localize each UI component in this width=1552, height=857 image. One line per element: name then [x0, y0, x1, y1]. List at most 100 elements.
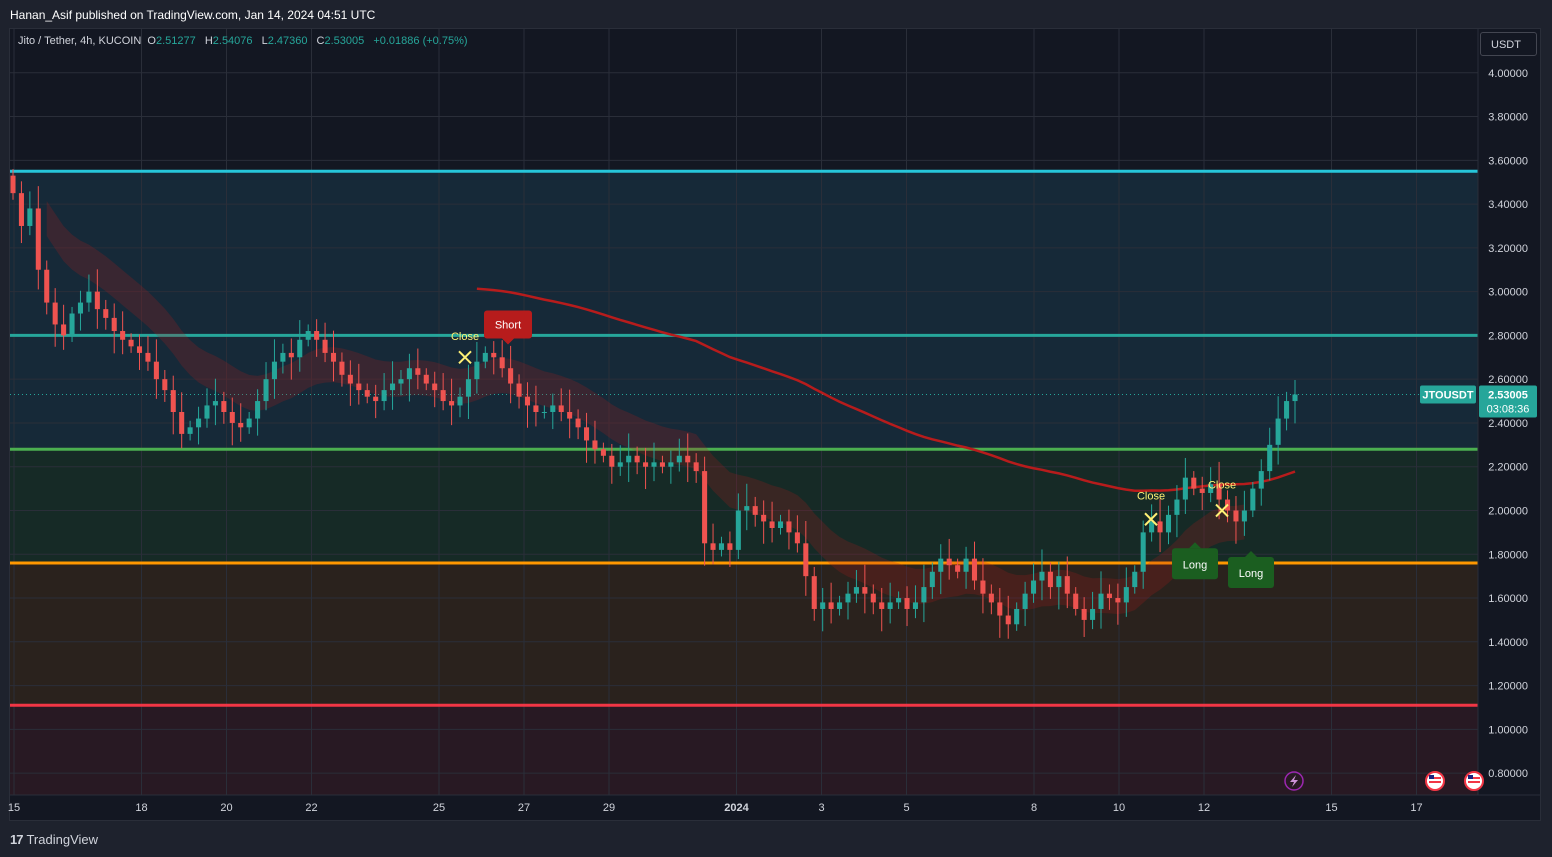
candle-body [558, 405, 564, 412]
long-label-bg [1228, 557, 1274, 589]
candle-body [845, 593, 851, 603]
candle-body [879, 602, 885, 609]
candle-body [516, 383, 522, 397]
candle-body [1250, 488, 1256, 511]
candle-body [1047, 571, 1053, 588]
price-tick-label: 4.00000 [1488, 68, 1528, 80]
long-label-pointer [1189, 542, 1201, 549]
candle-body [1123, 587, 1129, 603]
long-label-bg [1172, 548, 1218, 580]
price-tick-label: 3.40000 [1488, 199, 1528, 211]
short-label-pointer [502, 338, 514, 345]
time-tick-label: 5 [903, 802, 909, 814]
candle-body [170, 390, 176, 412]
candle-body [1292, 394, 1298, 402]
price-tick-label: 1.60000 [1488, 593, 1528, 605]
countdown-text: 03:08:36 [1487, 403, 1530, 415]
candle-body [1115, 598, 1121, 603]
candle-body [1098, 593, 1104, 609]
candle-body [18, 193, 24, 226]
candle-body [1284, 401, 1290, 419]
candle-body [120, 331, 126, 340]
bottom-bar [0, 821, 1552, 857]
brand[interactable]: 17 TradingView [10, 832, 98, 847]
candle-body [465, 379, 471, 397]
price-axis: 4.00000 3.80000 3.60000 3.40000 3.20000 3.000… [1477, 29, 1528, 795]
close-label-text: Close [1208, 480, 1236, 492]
candle-body [238, 422, 244, 428]
close-label-text: Close [1137, 491, 1165, 503]
candle-body [904, 598, 910, 609]
price-tick-label: 2.40000 [1488, 418, 1528, 430]
candle-body [980, 580, 986, 594]
candle-body [406, 368, 412, 380]
candle-body [1039, 571, 1045, 581]
price-tick-label: 1.80000 [1488, 549, 1528, 561]
candle-body [347, 374, 353, 384]
candle-body [853, 587, 859, 594]
candle-body [1064, 576, 1070, 594]
signals: Short Close Close Close Long Long [451, 310, 1274, 589]
candle-body [820, 602, 826, 609]
candle-body [1191, 477, 1197, 489]
flag-stripe [1429, 777, 1441, 779]
time-tick-label: 29 [603, 802, 615, 814]
candle-body [727, 543, 733, 550]
high-value: 2.54076 [212, 35, 253, 47]
price-tick-label: 1.20000 [1488, 681, 1528, 693]
candle-body [600, 449, 606, 456]
candle-body [769, 521, 775, 528]
price-tick-label: 2.80000 [1488, 330, 1528, 342]
candle-body [786, 521, 792, 533]
candle-body [297, 339, 303, 358]
candle-body [288, 352, 294, 358]
candle-body [524, 396, 531, 406]
candle-body [533, 405, 539, 412]
candle-body [1090, 608, 1096, 620]
candle-body [693, 462, 699, 472]
candle-body [626, 455, 632, 463]
candle-body [921, 587, 927, 603]
candle-body [330, 352, 337, 362]
candle-body [912, 602, 918, 609]
candle-body [1275, 418, 1281, 445]
candle-body [1267, 444, 1273, 472]
top-bar: Hanan_Asif published on TradingView.com,… [0, 0, 1552, 28]
candle-body [187, 427, 193, 434]
candle-body [86, 291, 92, 303]
candle-body [752, 506, 758, 515]
time-tick-label: 18 [135, 802, 147, 814]
candle-body [457, 396, 463, 406]
candle-body [971, 558, 978, 581]
time-tick-label: 27 [518, 802, 530, 814]
candle-body [212, 401, 218, 406]
candle-body [617, 462, 623, 467]
close-x-icon [1144, 512, 1158, 526]
candle-body [280, 352, 286, 362]
open-value: 2.51277 [155, 35, 196, 47]
flag-canton [1468, 775, 1473, 779]
price-tick-label: 2.60000 [1488, 374, 1528, 386]
published-info: Hanan_Asif published on TradingView.com,… [10, 8, 376, 22]
candle-body [1132, 571, 1138, 588]
level-bands [10, 171, 1478, 795]
price-tag-group: JTOUSDT 2.53005 03:08:36 [1420, 385, 1537, 418]
open-label: O [147, 35, 156, 47]
candle-body [988, 593, 994, 603]
currency-button[interactable]: USDT [1480, 32, 1537, 56]
candle-body [862, 587, 868, 594]
long-label-pointer [1245, 551, 1257, 558]
candle-body [94, 291, 100, 310]
candle-body [887, 602, 893, 609]
flag-stripe [1429, 781, 1441, 783]
candle-body [398, 379, 404, 384]
time-axis: 15 18 20 22 25 27 29 2024 3 5 8 10 12 15 17 [8, 794, 1540, 814]
price-tick-label: 3.80000 [1488, 112, 1528, 124]
price-tick-label: 1.00000 [1488, 724, 1528, 736]
candle-body [128, 339, 134, 347]
candle-body [609, 455, 615, 467]
candle-body [837, 602, 843, 609]
candle-body [314, 331, 320, 340]
level-band [10, 705, 1478, 795]
